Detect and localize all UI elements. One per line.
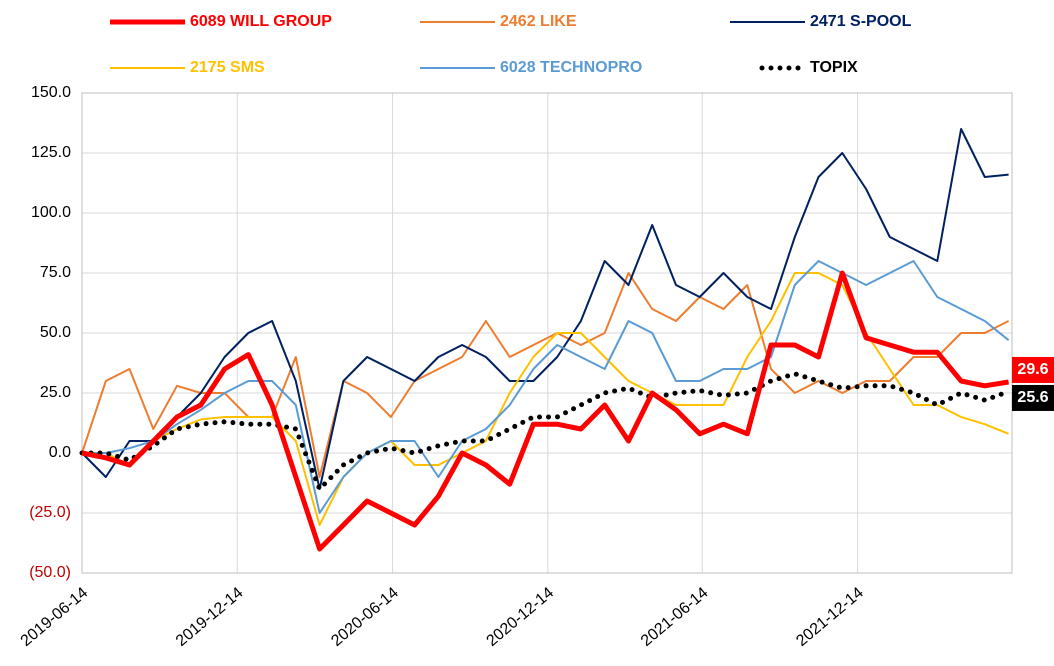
y-tick-label: 75.0 [40, 264, 71, 281]
x-tick-label: 2020-06-14 [328, 584, 402, 650]
y-tick-label: 150.0 [31, 84, 71, 101]
series-line [81, 272, 1010, 478]
y-tick-label: 50.0 [40, 324, 71, 341]
x-tick-label: 2021-06-14 [638, 584, 712, 650]
y-tick-label: 0.0 [49, 444, 71, 461]
y-tick-label: 125.0 [31, 144, 71, 161]
x-tick-label: 2021-12-14 [793, 584, 867, 650]
y-tick-label: 100.0 [31, 204, 71, 221]
legend-label: 2175 SMS [190, 59, 265, 76]
legend-label: 2462 LIKE [500, 13, 577, 30]
series-line [82, 272, 1009, 526]
end-label: 29.6 [1017, 361, 1048, 378]
y-tick-label: (25.0) [29, 504, 71, 521]
series-line [82, 260, 1010, 514]
series-line [81, 128, 1009, 490]
x-tick-label: 2019-06-14 [18, 584, 92, 650]
legend-label: 2471 S-POOL [810, 13, 912, 30]
x-tick-label: 2020-12-14 [484, 584, 558, 650]
legend-label: TOPIX [810, 59, 858, 76]
end-label-box [1012, 384, 1054, 411]
legend-label: 6028 TECHNOPRO [500, 59, 642, 76]
legend-label: 6089 WILL GROUP [190, 13, 332, 30]
series-line [79, 371, 1012, 492]
x-tick-label: 2019-12-14 [173, 584, 247, 650]
end-label: 25.6 [1017, 389, 1048, 406]
series-line [81, 270, 1009, 552]
y-tick-label: 25.0 [40, 384, 71, 401]
end-label-box [1012, 356, 1054, 383]
y-tick-label: (50.0) [29, 564, 71, 581]
plot-frame [81, 92, 1013, 574]
